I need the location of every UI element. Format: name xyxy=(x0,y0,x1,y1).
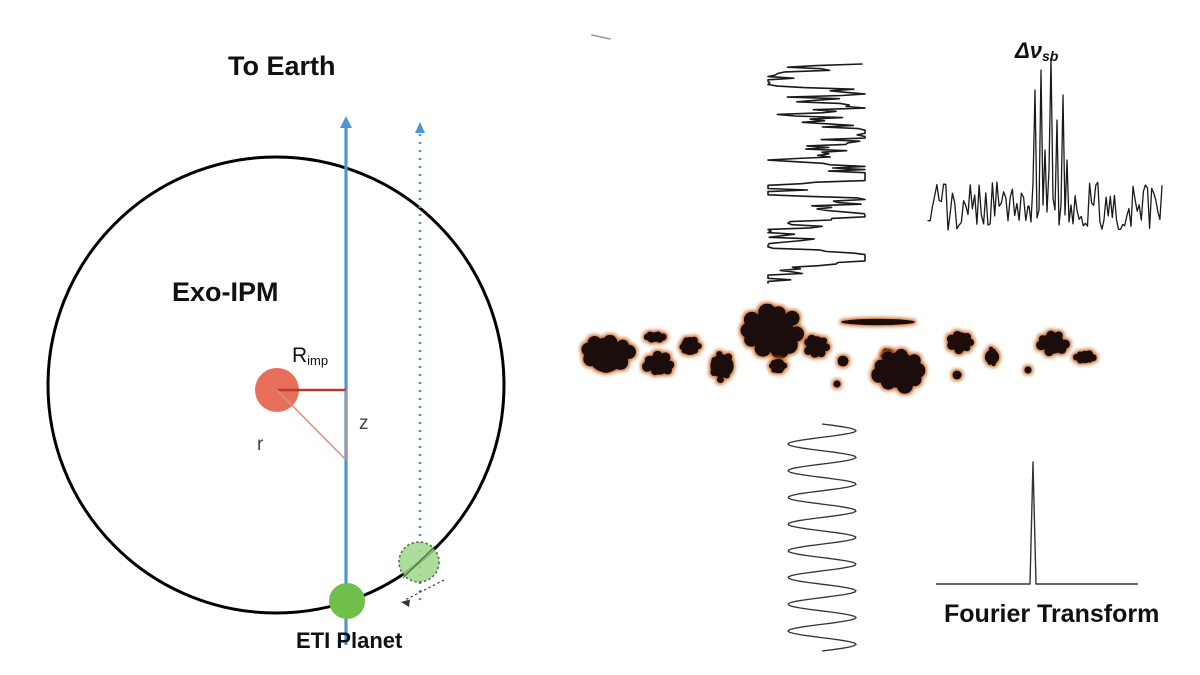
svg-text:Δνsb: Δνsb xyxy=(1014,38,1059,64)
svg-text:To Earth: To Earth xyxy=(228,51,336,81)
svg-text:Fourier Transform: Fourier Transform xyxy=(944,600,1159,628)
svg-text:Rimp: Rimp xyxy=(292,344,328,368)
svg-text:z: z xyxy=(359,413,369,434)
svg-text:r: r xyxy=(257,434,264,455)
svg-text:ETI Planet: ETI Planet xyxy=(296,628,403,653)
svg-text:Exo-IPM: Exo-IPM xyxy=(172,277,279,307)
